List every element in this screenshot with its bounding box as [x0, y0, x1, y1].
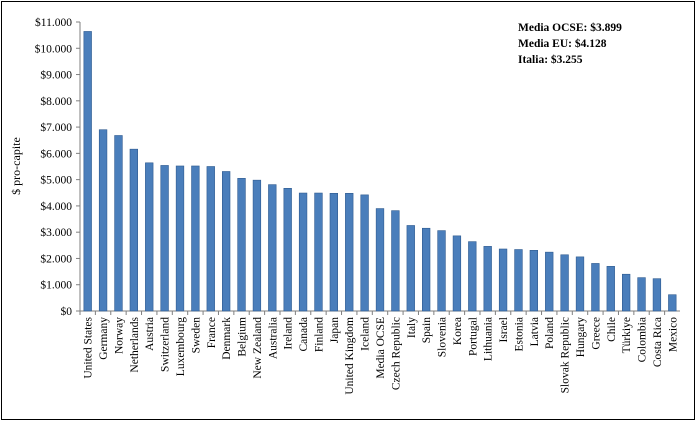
y-tick-label: $8.000: [40, 95, 72, 108]
x-tick-label: Belgium: [237, 317, 249, 357]
bar: [145, 162, 154, 312]
y-tick-label: $2.000: [40, 252, 72, 265]
bar: [668, 294, 677, 312]
x-tick-label: Portugal: [467, 317, 479, 356]
bar: [252, 179, 262, 312]
y-tick-label: $9.000: [40, 69, 72, 82]
bar: [391, 210, 400, 312]
bar: [514, 249, 523, 312]
x-axis-labels: United States Germany Norway Netherlands Aus…: [79, 311, 679, 395]
bars: [83, 31, 677, 312]
bar: [406, 225, 415, 312]
x-tick-label: United Kingdom: [344, 317, 356, 395]
y-tick-label: $5.000: [40, 174, 72, 187]
bar: [360, 194, 369, 312]
x-tick-label: Chile: [606, 317, 618, 342]
annotation-italia: Italia: $3.255: [518, 53, 583, 66]
x-tick-label: Lithuania: [483, 317, 495, 361]
x-tick-label: Greece: [590, 317, 602, 350]
x-tick-label: Media OCSE: [375, 317, 387, 379]
x-tick-label: Estonia: [513, 317, 525, 352]
x-tick-label: Iceland: [360, 317, 372, 351]
bar: [529, 250, 538, 312]
x-tick-label: Mexico: [667, 317, 679, 352]
x-tick-label: France: [206, 317, 218, 348]
x-tick-label: Spain: [421, 317, 433, 343]
bar: [283, 188, 292, 312]
x-tick-label: Finland: [313, 317, 325, 352]
y-tick-label: $3.000: [40, 226, 72, 239]
bar: [206, 166, 215, 312]
bar: [175, 165, 185, 312]
bar: [622, 273, 631, 312]
y-tick-label: $11.000: [35, 16, 72, 29]
bar: [652, 278, 662, 312]
bar: [498, 248, 508, 312]
y-tick-label: $7.000: [40, 121, 72, 134]
x-tick-label: Canada: [298, 317, 310, 351]
x-tick-label: United States: [83, 316, 95, 378]
x-tick-label: Germany: [98, 317, 110, 360]
bar: [575, 256, 585, 312]
bar: [560, 254, 569, 312]
y-tick-label: $6.000: [40, 147, 72, 160]
y-tick-label: $1.000: [40, 279, 72, 292]
x-tick-label: Austria: [144, 317, 156, 351]
bar: [160, 165, 169, 312]
bar: [268, 184, 277, 312]
x-tick-label: Colombia: [637, 317, 649, 362]
y-tick-label: $0: [61, 305, 73, 318]
x-tick-label: Korea: [452, 317, 464, 345]
bar: [345, 192, 354, 312]
bar: [98, 129, 108, 312]
y-axis-ticks: $0 $1.000 $2.000 $3.000 $4.000 $5.000 $6.000 $7…: [35, 16, 80, 318]
x-tick-label: Hungary: [575, 317, 587, 357]
bar: [114, 135, 123, 312]
bar: [314, 192, 323, 312]
annotation-box: Media OCSE: $3.899 Media EU: $4.128 Ital…: [518, 21, 622, 66]
x-tick-label: Sweden: [190, 317, 202, 354]
x-tick-label: Japan: [329, 317, 341, 343]
bar: [191, 165, 200, 312]
y-tick-label: $10.000: [35, 42, 73, 55]
bar: [468, 241, 477, 312]
y-axis-title: $ pro-capite: [9, 137, 23, 195]
x-tick-label: Denmark: [221, 317, 233, 360]
bar: [545, 251, 554, 312]
bar: [129, 148, 138, 312]
bar: [606, 266, 615, 312]
x-tick-label: Poland: [544, 317, 556, 349]
x-tick-label: Norway: [113, 317, 125, 354]
x-tick-label: Slovenia: [437, 317, 449, 357]
bar: [437, 230, 446, 312]
x-tick-label: Australia: [267, 317, 279, 359]
bar: [483, 246, 492, 312]
x-tick-label: Luxembourg: [175, 317, 187, 376]
x-tick-label: Türkiye: [621, 317, 633, 353]
x-tick-label: Latvia: [529, 317, 541, 346]
bar: [452, 235, 462, 312]
bar: [375, 208, 385, 312]
x-tick-label: Switzerland: [160, 317, 172, 372]
bar: [591, 263, 600, 312]
annotation-eu: Media EU: $4.128: [518, 37, 607, 50]
x-tick-label: Netherlands: [129, 316, 141, 372]
bar: [83, 31, 92, 312]
bar: [222, 171, 231, 312]
annotation-ocse: Media OCSE: $3.899: [518, 21, 622, 34]
bar: [237, 178, 246, 312]
y-tick-label: $4.000: [40, 200, 72, 213]
x-tick-label: New Zealand: [252, 317, 264, 379]
x-tick-label: Ireland: [283, 317, 295, 350]
bar: [637, 277, 646, 312]
bar: [298, 192, 308, 312]
x-tick-label: Italy: [406, 317, 418, 338]
x-tick-label: Slovak Republic: [560, 317, 572, 393]
x-tick-label: Israel: [498, 317, 510, 343]
bar: [329, 192, 338, 312]
bar: [422, 227, 431, 312]
x-tick-label: Costa Rica: [652, 317, 664, 367]
x-tick-label: Czech Republic: [390, 317, 402, 390]
